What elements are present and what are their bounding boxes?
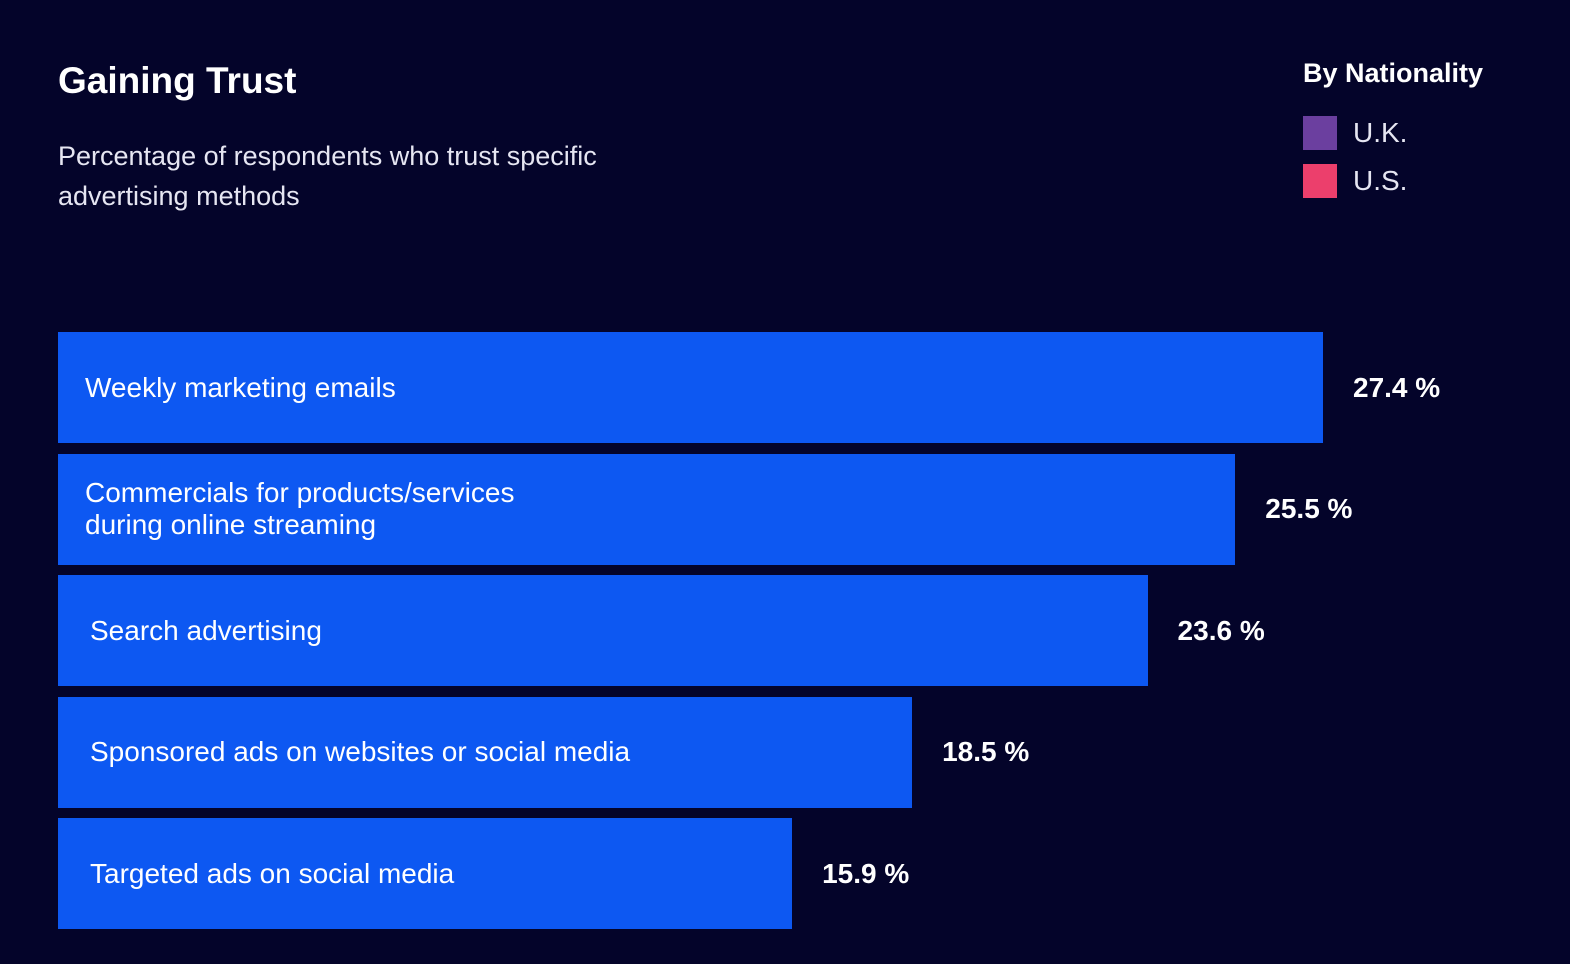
bar-2: Commercials for products/services during… (58, 453, 1236, 565)
bar-value-label-3: 23.6 % (1177, 614, 1265, 646)
bar-5: Targeted ads on social media (58, 818, 793, 929)
legend-label-us: U.S. (1353, 165, 1408, 196)
legend-swatch-uk (1303, 116, 1337, 150)
bar-4: Sponsored ads on websites or social medi… (58, 696, 913, 808)
bar-label-3: Search advertising (90, 614, 322, 646)
legend-swatch-us (1303, 164, 1337, 198)
chart-title: Gaining Trust (58, 60, 297, 101)
bar-3: Search advertising (58, 575, 1148, 686)
legend-label-uk: U.K. (1353, 117, 1408, 148)
bar-value-label-2: 25.5 % (1265, 493, 1353, 524)
legend-item-uk: U.K. (1303, 109, 1563, 157)
bar-1: Weekly marketing emails (58, 332, 1323, 443)
bar-value-label-5: 15.9 % (822, 857, 910, 889)
legend-item-us: U.S. (1303, 157, 1563, 205)
bar-label-2: Commercials for products/services during… (85, 477, 515, 540)
bar-value-label-1: 27.4 % (1353, 371, 1441, 403)
bar-label-4: Sponsored ads on websites or social medi… (90, 736, 631, 767)
legend-title: By Nationality (1303, 58, 1484, 88)
legend: By Nationality U.K. U.S. (1303, 58, 1563, 205)
chart-subtitle: Percentage of respondents who trust spec… (58, 141, 597, 211)
bar-value-label-4: 18.5 % (942, 736, 1030, 767)
bar-label-1: Weekly marketing emails (85, 371, 396, 403)
bar-label-5: Targeted ads on social media (90, 857, 455, 889)
